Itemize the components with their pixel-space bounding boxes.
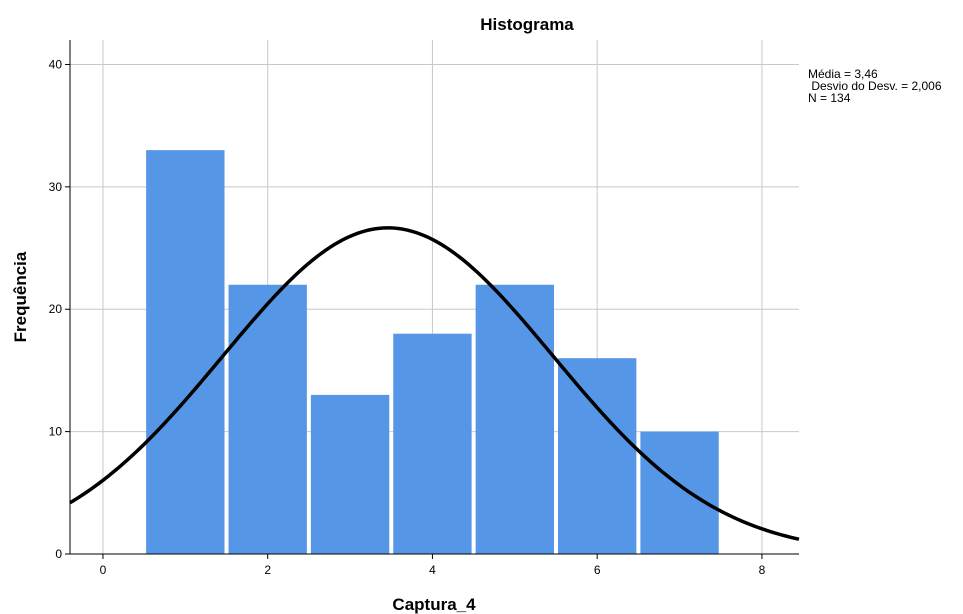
y-axis-label: Frequência bbox=[11, 251, 30, 342]
y-tick-label: 10 bbox=[49, 425, 63, 439]
chart-title: Histograma bbox=[480, 15, 574, 34]
y-tick-label: 40 bbox=[49, 57, 63, 71]
x-ticks: 0 2 4 6 8 bbox=[100, 554, 766, 577]
histogram-bar bbox=[558, 358, 637, 554]
x-tick-label: 6 bbox=[594, 563, 601, 577]
histogram-bar bbox=[475, 284, 554, 554]
y-tick-label: 0 bbox=[55, 547, 62, 561]
normal-curve bbox=[69, 226, 800, 541]
stats-legend: Média = 3,46 Desvio do Desv. = 2,006 N =… bbox=[808, 67, 942, 105]
histogram-bar bbox=[310, 394, 390, 554]
y-ticks: 0 10 20 30 40 bbox=[49, 57, 70, 561]
y-tick-label: 30 bbox=[49, 180, 63, 194]
stat-n: N = 134 bbox=[808, 91, 851, 105]
histogram-bar bbox=[146, 150, 225, 554]
bars-group bbox=[146, 150, 719, 554]
x-axis-label: Captura_4 bbox=[392, 595, 476, 614]
stat-std: Desvio do Desv. = 2,006 bbox=[808, 79, 942, 93]
x-tick-label: 8 bbox=[759, 563, 766, 577]
x-tick-label: 2 bbox=[264, 563, 271, 577]
histogram-bar bbox=[393, 333, 472, 554]
histogram-bar bbox=[640, 431, 719, 554]
x-tick-label: 0 bbox=[100, 563, 107, 577]
y-tick-label: 20 bbox=[49, 302, 63, 316]
histogram-bar bbox=[228, 284, 307, 554]
x-tick-label: 4 bbox=[429, 563, 436, 577]
stat-mean: Média = 3,46 bbox=[808, 67, 878, 81]
